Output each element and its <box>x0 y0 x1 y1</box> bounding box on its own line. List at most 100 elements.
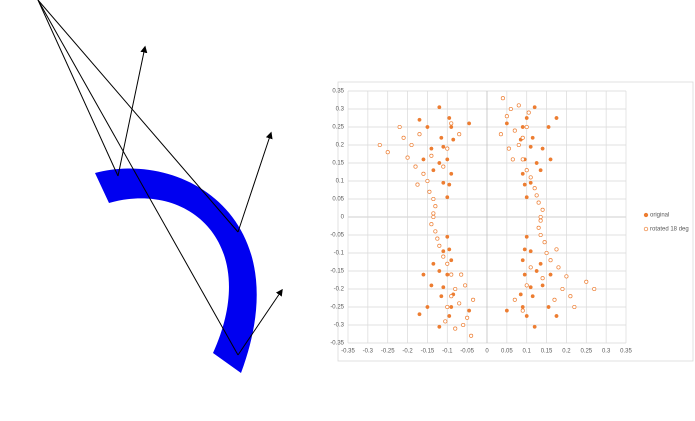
point <box>500 96 505 101</box>
point <box>512 297 517 302</box>
point <box>506 146 511 151</box>
point <box>546 305 551 309</box>
point <box>445 146 450 151</box>
point <box>429 283 434 288</box>
point <box>445 261 450 266</box>
point <box>451 137 456 142</box>
point <box>429 153 434 158</box>
point <box>520 305 525 309</box>
x-tick-label: 0.35 <box>620 349 632 355</box>
point <box>421 157 426 162</box>
point <box>437 243 442 248</box>
point <box>421 171 426 176</box>
x-tick-label: -0.25 <box>381 349 395 355</box>
point <box>548 157 553 162</box>
point <box>405 155 410 160</box>
point <box>449 171 454 176</box>
point <box>413 164 418 169</box>
point <box>449 258 454 263</box>
point <box>538 232 543 238</box>
point <box>441 180 446 185</box>
point <box>542 240 547 245</box>
reflected-ray <box>237 131 273 233</box>
point <box>439 135 444 140</box>
point <box>457 132 462 137</box>
point <box>524 234 529 239</box>
point <box>512 128 517 133</box>
point <box>504 121 509 126</box>
y-tick-label: -0.15 <box>330 269 344 275</box>
x-tick-label: 0.25 <box>580 349 592 355</box>
legend-marker <box>643 212 649 218</box>
point <box>459 272 464 277</box>
point <box>516 103 521 108</box>
point <box>524 116 529 120</box>
point <box>554 247 559 252</box>
point <box>465 315 470 320</box>
point <box>532 105 537 110</box>
point <box>524 168 529 173</box>
point <box>530 135 535 140</box>
ray <box>37 0 119 177</box>
point <box>409 142 414 148</box>
point <box>453 286 458 292</box>
point <box>449 125 454 129</box>
y-tick-label: 0.35 <box>332 89 344 95</box>
point <box>437 269 442 273</box>
point <box>417 312 422 317</box>
legend-marker <box>643 226 649 232</box>
point <box>441 164 446 169</box>
point <box>528 285 533 290</box>
point <box>538 168 543 173</box>
y-tick-label: 0.05 <box>332 197 344 203</box>
point <box>584 279 589 284</box>
point <box>415 182 420 187</box>
point <box>520 135 525 140</box>
point <box>528 180 533 185</box>
point <box>397 124 402 130</box>
point <box>431 211 436 216</box>
point <box>522 272 527 277</box>
point <box>445 304 450 310</box>
point <box>429 222 434 227</box>
y-tick-label: -0.05 <box>330 233 344 239</box>
point <box>528 249 533 254</box>
point <box>524 283 529 288</box>
point <box>463 283 468 288</box>
point <box>449 272 454 277</box>
point <box>425 125 430 129</box>
point <box>429 146 434 151</box>
y-tick-label: 0.15 <box>332 161 344 167</box>
point <box>564 274 569 279</box>
x-tick-label: 0.1 <box>523 349 532 355</box>
point <box>536 200 541 205</box>
x-tick-label: 0.3 <box>602 349 611 355</box>
point <box>520 258 525 263</box>
point <box>536 225 541 230</box>
point <box>552 297 557 302</box>
point <box>572 304 577 310</box>
point <box>534 269 539 273</box>
x-tick-label: -0.3 <box>363 349 374 355</box>
y-tick-label: 0 <box>341 215 345 221</box>
point <box>447 314 452 318</box>
point <box>554 116 559 120</box>
point <box>540 146 545 151</box>
point <box>538 261 543 266</box>
point <box>498 132 503 137</box>
y-tick-label: -0.35 <box>330 341 344 347</box>
point <box>441 285 446 290</box>
y-tick-label: -0.1 <box>334 251 345 257</box>
point <box>467 121 472 126</box>
point <box>441 254 446 259</box>
point <box>449 294 454 299</box>
point <box>441 249 446 254</box>
point <box>556 265 561 270</box>
point <box>437 161 442 165</box>
point <box>518 292 523 297</box>
point <box>504 114 509 119</box>
point <box>437 324 442 329</box>
point <box>457 301 462 306</box>
point <box>421 272 426 277</box>
point <box>433 204 438 209</box>
